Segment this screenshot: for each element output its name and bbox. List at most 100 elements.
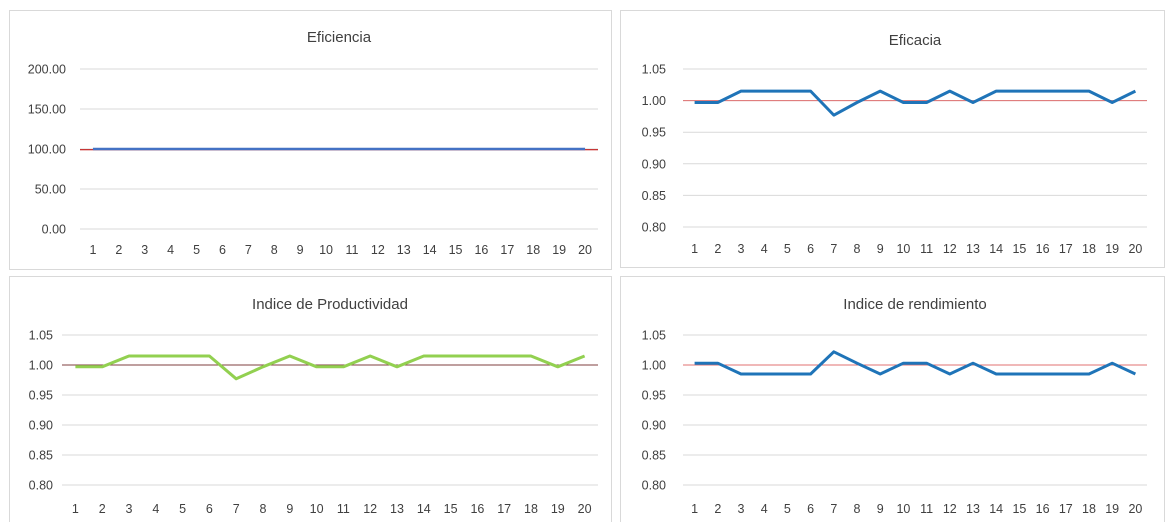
x-tick-label: 7 (830, 242, 837, 256)
y-tick-label: 0.90 (29, 419, 53, 433)
y-tick-label: 0.90 (642, 419, 666, 433)
x-tick-label: 18 (524, 502, 538, 516)
y-tick-label: 0.80 (29, 479, 53, 493)
x-tick-label: 19 (1105, 502, 1119, 516)
x-tick-label: 17 (497, 502, 511, 516)
x-tick-label: 17 (500, 243, 514, 257)
chart-indice-rendimiento: Indice de rendimiento 0.80 0.85 0.90 0.95 1.0… (642, 296, 1147, 516)
x-tick-label: 13 (966, 502, 980, 516)
x-tick-label: 12 (363, 502, 377, 516)
chart-title: Indice de rendimiento (843, 296, 986, 313)
x-tick-label: 19 (552, 243, 566, 257)
y-tick-label: 1.05 (642, 329, 666, 343)
x-tick-label: 16 (470, 502, 484, 516)
x-tick-label: 4 (761, 242, 768, 256)
y-tick-label: 0.95 (642, 126, 666, 140)
x-tick-label: 2 (714, 502, 721, 516)
x-tick-label: 14 (989, 242, 1003, 256)
x-tick-label: 15 (444, 502, 458, 516)
chart-panel-indice-productividad: Indice de Productividad 0.80 0.85 0.90 0.95 1… (9, 276, 612, 522)
x-tick-label: 20 (578, 243, 592, 257)
y-tick-label: 0.95 (642, 389, 666, 403)
x-tick-label: 1 (89, 243, 96, 257)
x-tick-label: 20 (578, 502, 592, 516)
x-tick-label: 8 (854, 242, 861, 256)
x-tick-label: 15 (449, 243, 463, 257)
x-tick-label: 10 (310, 502, 324, 516)
y-tick-label: 0.80 (642, 221, 666, 235)
x-tick-label: 15 (1012, 502, 1026, 516)
x-tick-label: 14 (417, 502, 431, 516)
x-tick-label: 11 (920, 242, 933, 256)
x-tick-label: 13 (966, 242, 980, 256)
x-tick-label: 4 (152, 502, 159, 516)
x-tick-label: 14 (423, 243, 437, 257)
series-line (75, 354, 586, 381)
x-tick-label: 11 (345, 243, 358, 257)
y-tick-label: 1.05 (642, 63, 666, 77)
x-tick-label: 12 (943, 242, 957, 256)
x-tick-label: 3 (738, 242, 745, 256)
y-tick-label: 0.80 (642, 479, 666, 493)
x-tick-label: 15 (1012, 242, 1026, 256)
x-tick-label: 8 (260, 502, 267, 516)
x-tick-label: 17 (1059, 242, 1073, 256)
x-tick-label: 9 (286, 502, 293, 516)
x-tick-label: 10 (896, 502, 910, 516)
y-tick-label: 1.00 (642, 359, 666, 373)
x-tick-label: 11 (920, 502, 933, 516)
x-tick-label: 17 (1059, 502, 1073, 516)
y-tick-label: 150.00 (28, 103, 66, 117)
x-tick-label: 19 (551, 502, 565, 516)
x-tick-label: 1 (72, 502, 79, 516)
x-tick-label: 5 (179, 502, 186, 516)
x-tick-label: 9 (877, 242, 884, 256)
x-tick-label: 4 (167, 243, 174, 257)
x-tick-label: 4 (761, 502, 768, 516)
y-tick-label: 1.05 (29, 329, 53, 343)
x-tick-label: 11 (337, 502, 350, 516)
y-tick-label: 0.90 (642, 157, 666, 171)
series-line (694, 89, 1137, 117)
x-tick-label: 18 (526, 243, 540, 257)
x-tick-label: 16 (1036, 242, 1050, 256)
x-tick-label: 2 (115, 243, 122, 257)
x-tick-label: 3 (738, 502, 745, 516)
x-tick-label: 1 (691, 242, 698, 256)
x-tick-label: 8 (854, 502, 861, 516)
x-tick-label: 5 (193, 243, 200, 257)
x-tick-label: 16 (474, 243, 488, 257)
y-tick-label: 0.85 (642, 189, 666, 203)
chart-panel-eficiencia: Eficiencia 0.00 50.00 100.00 150.00 200.00 1 2 3… (9, 10, 612, 270)
x-tick-label: 20 (1128, 502, 1142, 516)
y-tick-label: 1.00 (29, 359, 53, 373)
y-tick-label: 0.95 (29, 389, 53, 403)
x-tick-label: 7 (233, 502, 240, 516)
x-tick-label: 6 (206, 502, 213, 516)
x-tick-label: 18 (1082, 502, 1096, 516)
x-tick-label: 6 (807, 502, 814, 516)
x-tick-label: 3 (126, 502, 133, 516)
series-line (694, 350, 1137, 376)
x-tick-label: 12 (943, 502, 957, 516)
chart-indice-productividad: Indice de Productividad 0.80 0.85 0.90 0.95 1… (29, 296, 598, 516)
x-tick-label: 9 (297, 243, 304, 257)
y-tick-label: 200.00 (28, 63, 66, 77)
x-tick-label: 10 (896, 242, 910, 256)
y-tick-label: 0.85 (29, 449, 53, 463)
x-tick-label: 9 (877, 502, 884, 516)
chart-title: Indice de Productividad (252, 296, 408, 313)
x-tick-label: 3 (141, 243, 148, 257)
x-tick-label: 18 (1082, 242, 1096, 256)
x-tick-label: 13 (397, 243, 411, 257)
chart-title: Eficiencia (307, 29, 372, 46)
x-tick-label: 16 (1036, 502, 1050, 516)
chart-panel-eficacia: Eficacia 0.80 0.85 0.90 0.95 1.00 1.05 1 2 3 4 5 6 7 8… (620, 10, 1165, 268)
y-tick-label: 100.00 (28, 143, 66, 157)
chart-title: Eficacia (889, 32, 942, 49)
x-tick-label: 14 (989, 502, 1003, 516)
x-tick-label: 10 (319, 243, 333, 257)
x-tick-label: 7 (245, 243, 252, 257)
